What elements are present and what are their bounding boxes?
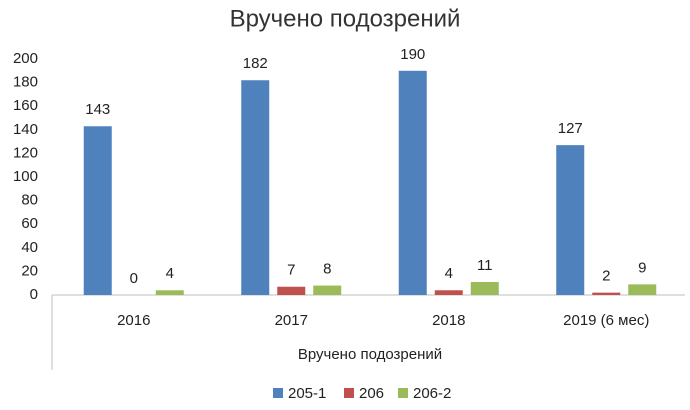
data-label: 11 (477, 257, 493, 274)
data-label: 0 (130, 270, 138, 287)
data-label: 4 (166, 265, 174, 282)
bar (628, 284, 657, 295)
bar (313, 285, 342, 295)
data-label: 182 (243, 55, 268, 72)
legend-label: 206 (359, 385, 384, 402)
data-label: 127 (558, 120, 583, 137)
bar (592, 292, 621, 295)
y-tick-label: 100 (13, 168, 38, 185)
bar (434, 290, 463, 295)
legend-swatch (398, 388, 408, 398)
legend-label: 206-2 (413, 385, 451, 402)
y-tick-label: 80 (21, 192, 38, 209)
x-axis-label: Вручено подозрений (298, 346, 442, 363)
legend-swatch (273, 388, 283, 398)
bar (277, 286, 306, 295)
x-tick-label: 2019 (6 мес) (563, 312, 649, 329)
y-tick-label: 60 (21, 215, 38, 232)
y-tick-label: 200 (13, 50, 38, 67)
bar (398, 70, 427, 295)
x-tick-label: 2018 (432, 312, 465, 329)
y-tick-label: 40 (21, 239, 38, 256)
x-tick-label: 2016 (117, 312, 150, 329)
chart-title: Вручено подозрений (230, 5, 461, 32)
x-tick-label: 2017 (275, 312, 308, 329)
y-tick-label: 0 (30, 286, 38, 303)
data-label: 9 (638, 259, 646, 276)
data-label: 143 (85, 101, 110, 118)
legend-swatch (344, 388, 354, 398)
bar (470, 282, 499, 295)
y-tick-label: 120 (13, 144, 38, 161)
data-label: 190 (400, 46, 425, 63)
bar (556, 145, 585, 295)
data-label: 4 (445, 265, 453, 282)
bar (83, 126, 112, 295)
data-label: 8 (323, 261, 331, 278)
y-tick-label: 140 (13, 121, 38, 138)
bar (241, 80, 270, 296)
data-label: 2 (602, 268, 610, 285)
data-label: 7 (287, 262, 295, 279)
y-tick-label: 20 (21, 262, 38, 279)
legend-label: 205-1 (288, 385, 326, 402)
y-tick-label: 180 (13, 74, 38, 91)
bar (155, 290, 184, 295)
y-tick-label: 160 (13, 97, 38, 114)
